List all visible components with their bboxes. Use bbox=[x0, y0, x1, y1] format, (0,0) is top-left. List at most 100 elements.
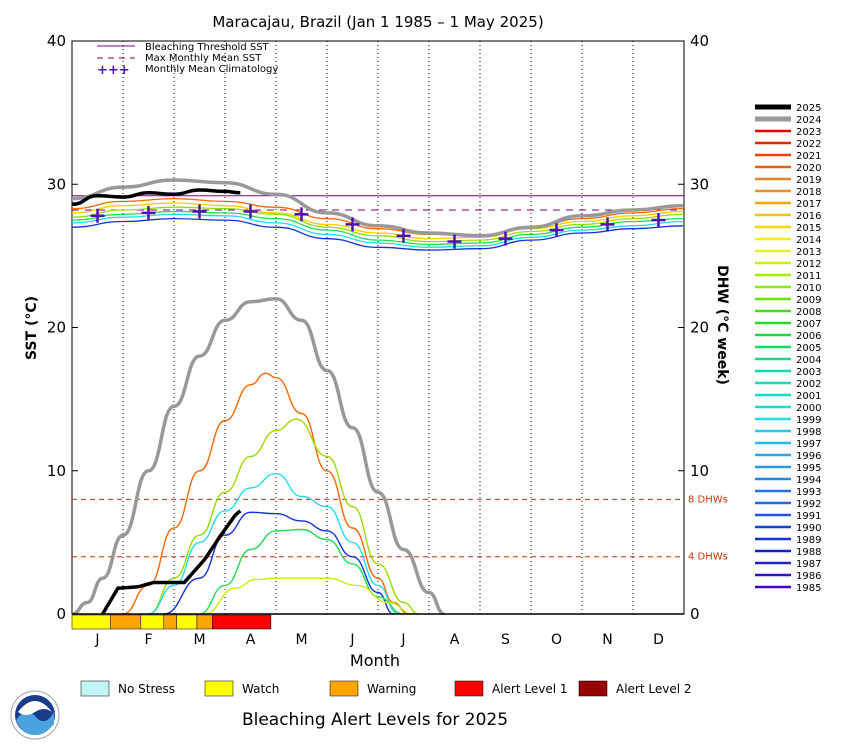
year-legend-label: 1986 bbox=[796, 571, 821, 582]
dhw-line-2005 bbox=[199, 528, 404, 615]
sst-series bbox=[71, 178, 684, 251]
year-legend-label: 2018 bbox=[796, 187, 821, 198]
plot-frame bbox=[71, 40, 685, 615]
year-legend-label: 2024 bbox=[796, 115, 821, 126]
dhw-threshold-labels: 8 DHWs 4 DHWs bbox=[688, 494, 728, 562]
year-legend-label: 2021 bbox=[796, 151, 821, 162]
dhw-line-1987 bbox=[163, 511, 394, 615]
alert-level-legend: No Stress Watch Warning Alert Level 1 Alert … bbox=[80, 680, 692, 697]
y-tick-label-right: 40 bbox=[690, 32, 709, 50]
sst-line-2016 bbox=[71, 202, 684, 240]
year-legend: 2025202420232022202120202019201820172016… bbox=[755, 103, 821, 594]
alert-legend-swatch bbox=[204, 680, 234, 697]
year-legend-label: 1987 bbox=[796, 559, 821, 570]
alert-legend-label: Alert Level 1 bbox=[492, 682, 568, 696]
y-ticks-right: 0 10 20 30 40 bbox=[678, 32, 709, 623]
alert-bar-segment bbox=[212, 614, 272, 630]
alert-bar-segment bbox=[140, 614, 165, 630]
year-legend-label: 1995 bbox=[796, 463, 821, 474]
year-legend-label: 1990 bbox=[796, 523, 821, 534]
y-tick-label-left: 20 bbox=[47, 319, 66, 337]
year-legend-label: 1988 bbox=[796, 547, 821, 558]
month-label: A bbox=[450, 632, 460, 648]
year-legend-label: 2020 bbox=[796, 163, 821, 174]
footer-title: Bleaching Alert Levels for 2025 bbox=[242, 710, 508, 730]
y-tick-label-right: 30 bbox=[690, 175, 709, 193]
y-axis-label-left: SST (°C) bbox=[24, 296, 40, 360]
year-legend-label: 1989 bbox=[796, 535, 821, 546]
y-axis-label-right: DHW (°C week) bbox=[714, 265, 730, 385]
sst-line-1996 bbox=[71, 213, 684, 248]
year-legend-label: 2014 bbox=[796, 235, 821, 246]
year-legend-label: 1993 bbox=[796, 487, 821, 498]
alert-bar-segment bbox=[71, 614, 111, 630]
year-legend-label: 2011 bbox=[796, 271, 821, 282]
dhw-threshold-label: 8 DHWs bbox=[688, 494, 728, 505]
year-legend-label: 2004 bbox=[796, 355, 821, 366]
year-legend-label: 1985 bbox=[796, 583, 821, 594]
year-legend-label: 2022 bbox=[796, 139, 821, 150]
dhw-line-2019 bbox=[122, 372, 409, 615]
dhw-line-2013 bbox=[204, 577, 414, 615]
legend-climatology-label: Monthly Mean Climatology bbox=[145, 64, 278, 75]
month-label: J bbox=[94, 632, 99, 648]
alert-legend-label: Watch bbox=[242, 682, 279, 696]
alert-bar-segment bbox=[110, 614, 142, 630]
noaa-logo bbox=[10, 690, 60, 740]
alert-bar-segment bbox=[176, 614, 198, 630]
year-legend-label: 2003 bbox=[796, 367, 821, 378]
alert-legend-swatch bbox=[454, 680, 484, 697]
sst-line-2010 bbox=[71, 206, 684, 243]
sst-line-2024 bbox=[71, 178, 684, 238]
year-legend-label: 2015 bbox=[796, 223, 821, 234]
x-axis-label: Month bbox=[350, 651, 400, 670]
alert-bar-segment bbox=[163, 614, 177, 630]
year-legend-label: 2005 bbox=[796, 343, 821, 354]
alert-legend-swatch bbox=[578, 680, 608, 697]
alert-legend-swatch bbox=[80, 680, 110, 697]
sst-line-2003 bbox=[71, 210, 684, 246]
dhw-line-2025 bbox=[101, 509, 242, 615]
dhw-line-1998 bbox=[148, 472, 399, 615]
year-legend-label: 2016 bbox=[796, 211, 821, 222]
y-tick-label-right: 0 bbox=[690, 605, 700, 623]
year-legend-label: 2000 bbox=[796, 403, 821, 414]
y-tick-label-left: 30 bbox=[47, 175, 66, 193]
sst-line-2020 bbox=[71, 197, 684, 237]
y-tick-label-left: 40 bbox=[47, 32, 66, 50]
month-label: M bbox=[193, 632, 205, 648]
year-legend-label: 2009 bbox=[796, 295, 821, 306]
year-legend-label: 1996 bbox=[796, 451, 821, 462]
year-legend-label: 1992 bbox=[796, 499, 821, 510]
climatology-markers bbox=[90, 204, 666, 249]
year-legend-label: 2001 bbox=[796, 391, 821, 402]
year-legend-label: 1998 bbox=[796, 427, 821, 438]
year-legend-label: 1991 bbox=[796, 511, 821, 522]
sst-line-2025 bbox=[71, 188, 241, 207]
year-legend-label: 2025 bbox=[796, 103, 821, 114]
month-label: D bbox=[653, 632, 664, 648]
chart-title: Maracajau, Brazil (Jan 1 1985 – 1 May 20… bbox=[212, 13, 543, 31]
month-label: A bbox=[246, 632, 256, 648]
year-legend-label: 2019 bbox=[796, 175, 821, 186]
month-gridlines bbox=[122, 41, 634, 614]
threshold-legend: Bleaching Threshold SST Max Monthly Mean… bbox=[97, 42, 278, 78]
year-legend-label: 2002 bbox=[796, 379, 821, 390]
y-tick-label-left: 10 bbox=[47, 462, 66, 480]
month-label: N bbox=[602, 632, 612, 648]
month-label: J bbox=[400, 632, 405, 648]
month-label: F bbox=[144, 632, 152, 648]
alert-bar-segment bbox=[196, 614, 213, 630]
year-legend-label: 2008 bbox=[796, 307, 821, 318]
dhw-threshold-label: 4 DHWs bbox=[688, 552, 728, 563]
y-tick-label-right: 10 bbox=[690, 462, 709, 480]
year-legend-label: 2013 bbox=[796, 247, 821, 258]
month-label: S bbox=[501, 632, 510, 648]
legend-climatology-marks: +++ bbox=[97, 63, 130, 78]
sst-line-1990 bbox=[71, 217, 684, 251]
year-legend-label: 2010 bbox=[796, 283, 821, 294]
year-legend-label: 2023 bbox=[796, 127, 821, 138]
alert-legend-swatch bbox=[329, 680, 359, 697]
